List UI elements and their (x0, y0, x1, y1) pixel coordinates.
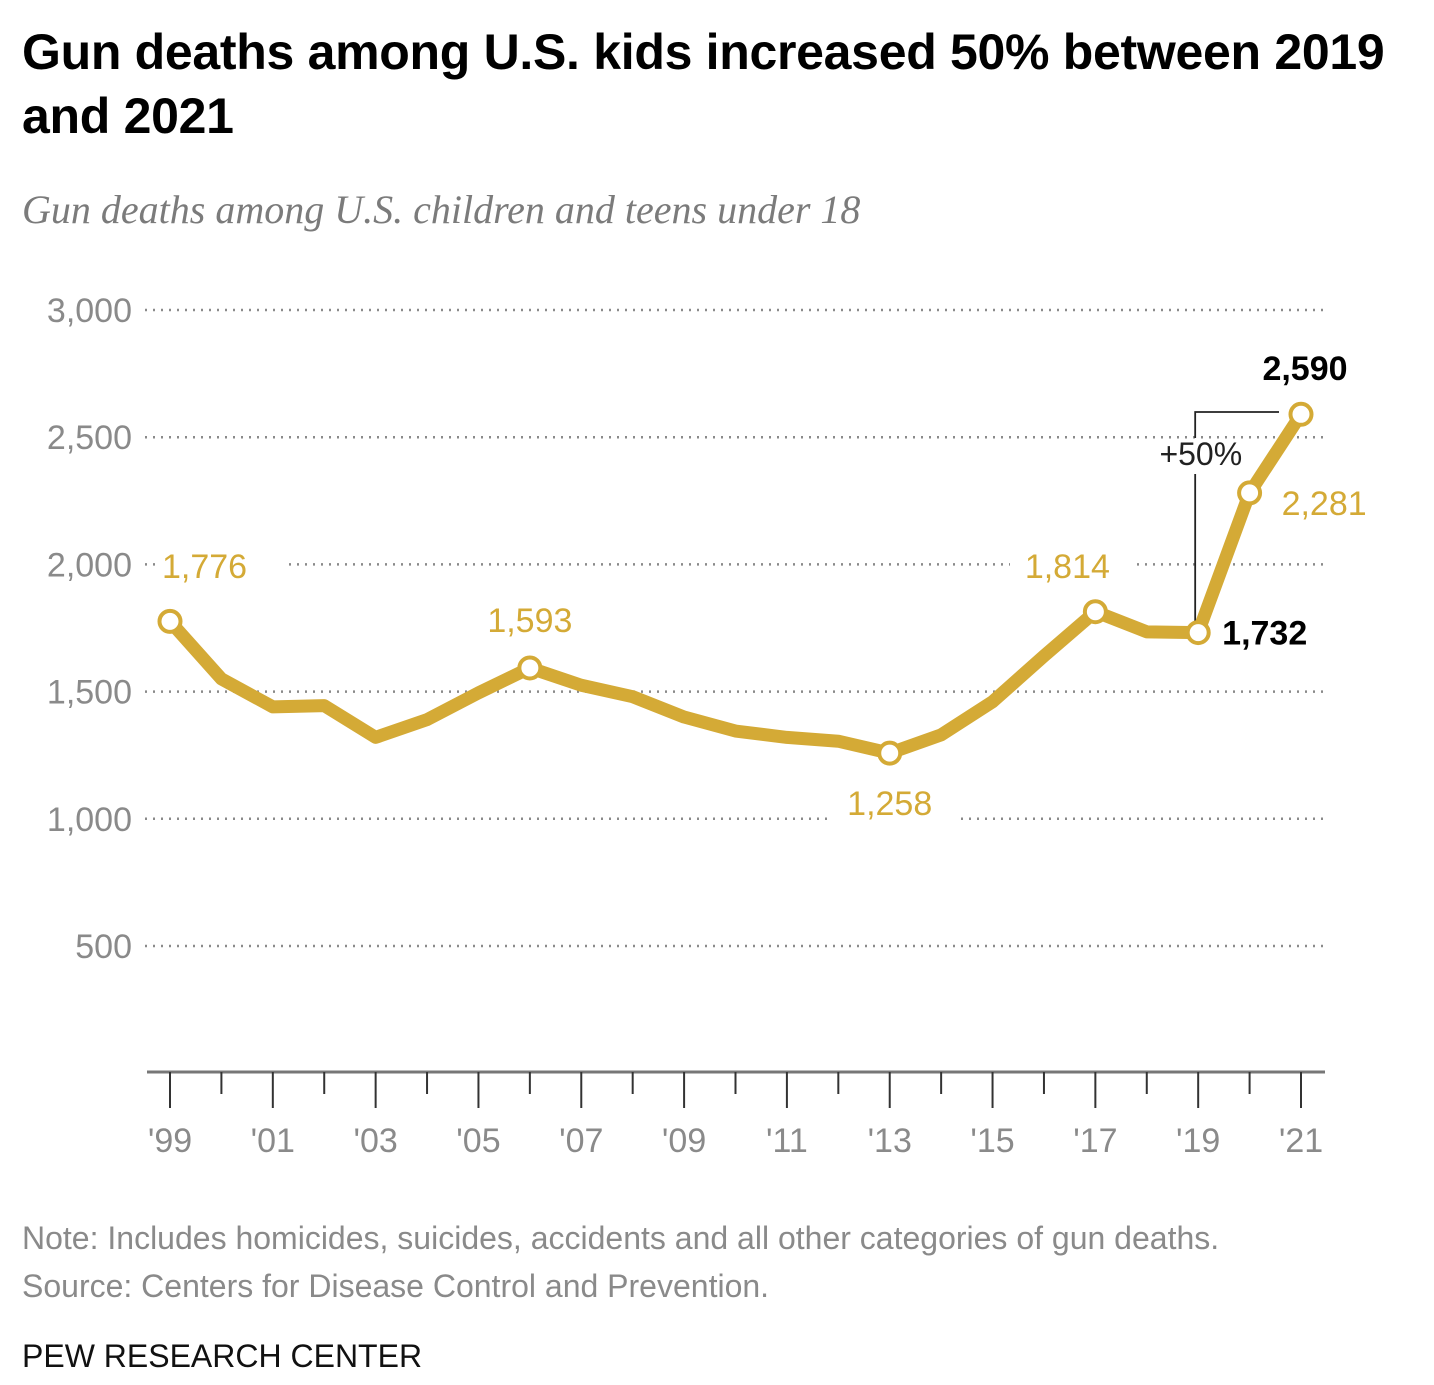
source-text: Source: Centers for Disease Control and … (22, 1268, 770, 1304)
data-label: 1,732 (1222, 615, 1307, 653)
data-label: 1,814 (1025, 548, 1110, 586)
series-line-path (163, 407, 1308, 760)
chart-subtitle: Gun deaths among U.S. children and teens… (22, 187, 861, 232)
y-tick-label: 1,500 (47, 674, 132, 712)
y-tick-label: 3,000 (47, 292, 132, 330)
x-tick-label: '15 (970, 1122, 1014, 1160)
data-label: 1,776 (162, 548, 247, 586)
data-label: 2,281 (1282, 485, 1367, 523)
y-tick-label: 1,000 (47, 801, 132, 839)
chart-title: Gun deaths among U.S. kids increased 50%… (22, 24, 1385, 144)
x-tick-label: '99 (148, 1122, 192, 1160)
x-tick-label: '03 (353, 1122, 397, 1160)
note-text: Note: Includes homicides, suicides, acci… (22, 1220, 1220, 1256)
data-label: 1,593 (487, 602, 572, 640)
label-knockout (155, 540, 285, 584)
y-tick-label: 500 (75, 928, 132, 966)
y-tick-label: 2,000 (47, 546, 132, 584)
x-tick-label: '01 (251, 1122, 295, 1160)
data-label: 1,258 (847, 785, 932, 823)
x-tick-label: '19 (1176, 1122, 1220, 1160)
data-label: 2,590 (1262, 350, 1347, 388)
data-point-marker (1082, 599, 1108, 625)
gridlines (145, 308, 1325, 948)
data-point-marker (877, 740, 903, 766)
y-tick-label: 2,500 (47, 419, 132, 457)
series-line (163, 407, 1308, 760)
annotation-bracket: +50% (1159, 411, 1279, 622)
chart-notes: Note: Includes homicides, suicides, acci… (22, 1214, 1219, 1310)
data-point-marker (1288, 401, 1314, 427)
x-axis: '99 '01 '03 '05 '07 '09 '11 '13 '15 '17 '19 '21 (147, 1070, 1325, 1160)
bracket-top (1194, 411, 1279, 438)
y-axis-labels: 500 1,000 1,500 2,000 2,500 3,000 (47, 292, 132, 966)
brand-logo-text: PEW RESEARCH CENTER (22, 1338, 423, 1374)
data-point-marker (517, 655, 543, 681)
x-tick-label: '17 (1073, 1122, 1117, 1160)
x-tick-label: '05 (456, 1122, 500, 1160)
x-tick-label: '11 (766, 1122, 808, 1160)
x-tick-label: '13 (868, 1122, 912, 1160)
percent-change-label: +50% (1159, 436, 1242, 472)
markers (157, 401, 1314, 766)
x-tick-label: '09 (662, 1122, 706, 1160)
data-point-marker (157, 608, 183, 634)
x-tick-label: '07 (559, 1122, 603, 1160)
data-labels: 1,776 1,593 1,258 1,814 1,732 2,281 2,590 (162, 350, 1367, 823)
data-point-marker (1237, 480, 1263, 506)
data-point-marker (1185, 620, 1211, 646)
label-knockout (1010, 540, 1135, 584)
label-knockout (828, 782, 960, 826)
x-tick-label: '21 (1279, 1122, 1323, 1160)
